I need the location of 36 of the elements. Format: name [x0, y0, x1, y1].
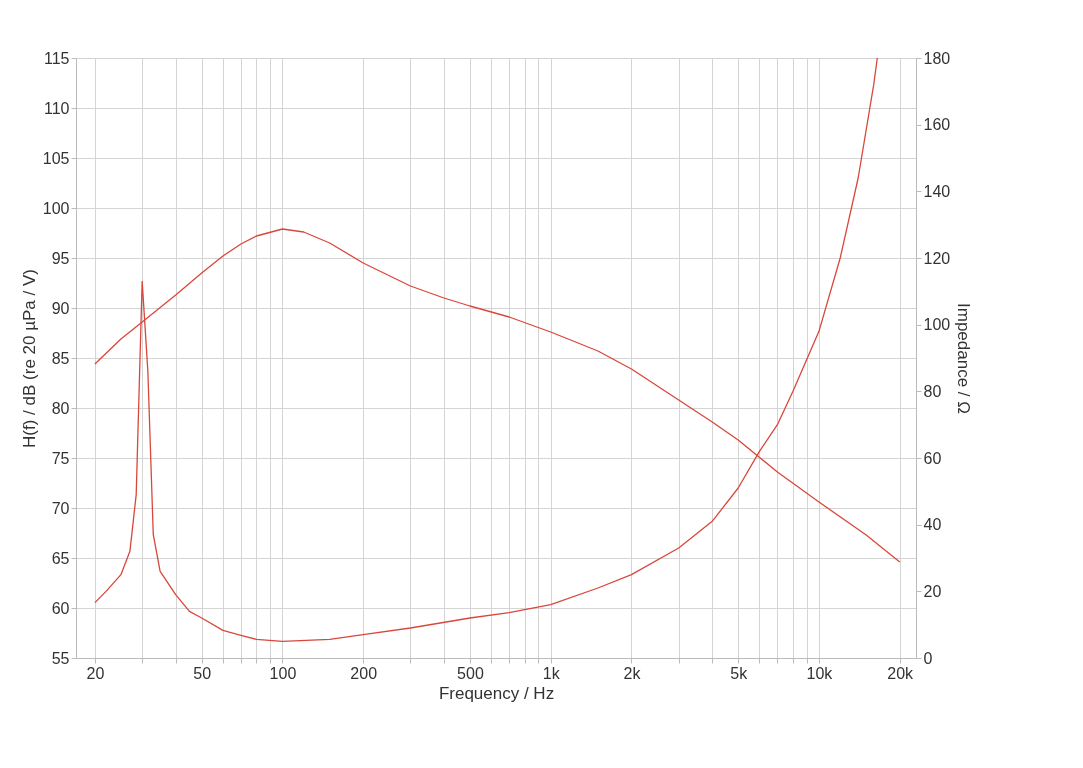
y2-tick-label: 60 — [923, 449, 942, 467]
y2-tick-label: 40 — [923, 516, 942, 534]
y2-tick-label: 140 — [923, 182, 951, 200]
y-tick-label: 75 — [51, 449, 70, 467]
y-tick-label: 100 — [42, 199, 70, 217]
x-tick-label: 5k — [730, 664, 749, 682]
x-tick-label: 200 — [350, 664, 378, 682]
y-tick-label: 95 — [51, 249, 70, 267]
y2-tick-label: 0 — [923, 649, 933, 667]
y-tick-label: 55 — [51, 649, 70, 667]
y-tick-label: 65 — [51, 549, 70, 567]
y-tick-label: 80 — [51, 399, 70, 417]
y2-axis-title: Impedance / Ω — [954, 303, 974, 414]
x-tick-label: 50 — [193, 664, 212, 682]
y2-tick-label: 80 — [923, 382, 942, 400]
y2-tick-label: 20 — [923, 582, 942, 600]
y-tick-label: 60 — [51, 599, 70, 617]
y2-tick-label: 120 — [923, 249, 951, 267]
x-tick-label: 20k — [887, 664, 915, 682]
y-tick-label: 70 — [51, 499, 70, 517]
y-tick-label: 105 — [42, 149, 70, 167]
y2-tick-label: 100 — [923, 316, 951, 334]
y-tick-label: 110 — [43, 99, 70, 117]
x-tick-label: 2k — [623, 664, 642, 682]
x-tick-label: 10k — [806, 664, 834, 682]
x-tick-label: 500 — [457, 664, 484, 682]
y-tick-label: 115 — [43, 49, 70, 67]
x-tick-label: 100 — [269, 664, 297, 682]
x-axis-title: Frequency / Hz — [438, 683, 555, 703]
y2-tick-label: 160 — [923, 116, 951, 134]
y2-tick-label: 180 — [923, 49, 951, 67]
y-axis-title: H(f) / dB (re 20 µPa / V) — [19, 269, 39, 448]
x-tick-label: 20 — [86, 664, 105, 682]
x-tick-label: 1k — [542, 664, 561, 682]
y-tick-label: 90 — [51, 299, 70, 317]
y-tick-label: 85 — [51, 349, 70, 367]
